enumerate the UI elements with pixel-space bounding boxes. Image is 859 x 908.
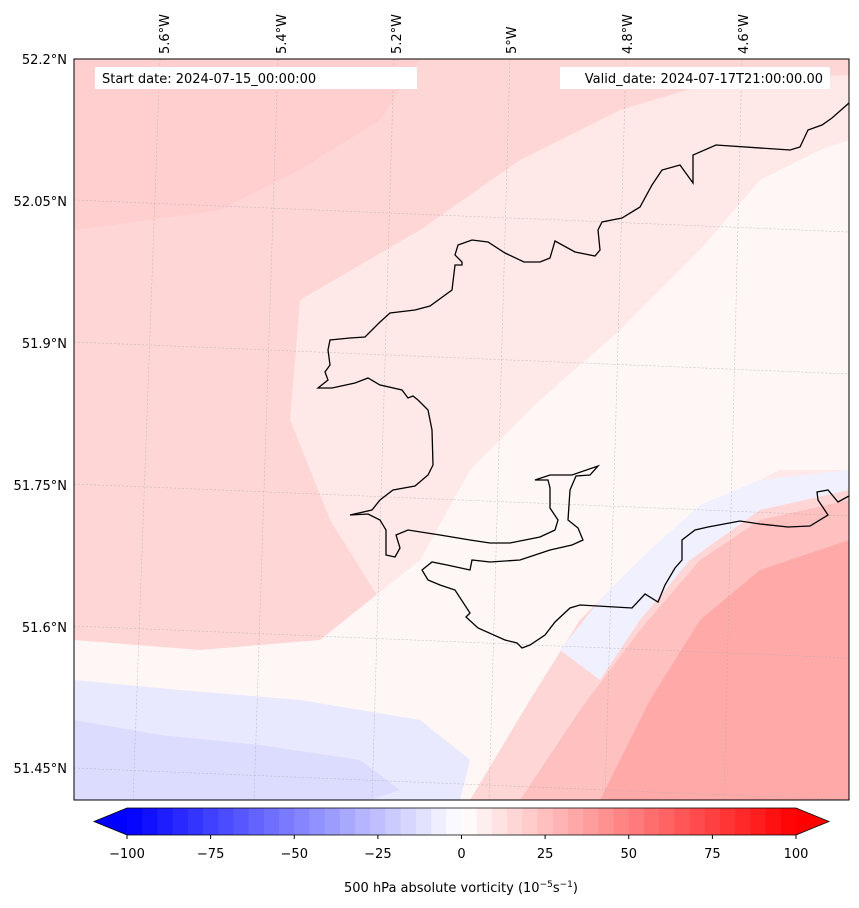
colorbar-segment [689,808,706,835]
lon-label-5-4w: 5.4°W [275,14,290,54]
colorbar-segment [203,808,219,835]
colorbar-segment [674,808,691,835]
start-date-label: Start date: 2024-07-15_00:00:00 [102,72,316,87]
valid-date-box [560,67,830,89]
colorbar-segment [598,808,615,835]
colorbar-segment [613,808,630,835]
colorbar-segment [476,808,493,835]
colorbar-segment [461,808,478,835]
colorbar-segment [628,808,645,835]
colorbar-segment [172,808,189,835]
colorbar-tick-label: −50 [281,847,308,862]
colorbar-ticks: −100 −75 −50 −25 0 25 50 75 100 [109,835,808,862]
colorbar-tick-label: 75 [704,847,721,862]
colorbar-segment [704,808,721,835]
colorbar-segment [309,808,326,835]
colorbar-segment [491,808,508,835]
colorbar-segment [339,808,356,835]
colorbar-segment [385,808,402,835]
colorbar-segment [583,808,599,835]
colorbar-label: 500 hPa absolute vorticity (10−5s−1) [344,880,578,896]
colorbar-segment [415,808,432,835]
colorbar-segment [750,808,767,835]
field-central-white-band [74,140,849,800]
colorbar-segment [537,808,554,835]
coastline [316,102,849,649]
colorbar-segment [157,808,174,835]
lat-label-51-75n: 51.75°N [14,479,67,494]
colorbar-segment [567,808,584,835]
valid-date-label: Valid_date: 2024-07-17T21:00:00.00 [585,72,823,87]
colorbar-segment [294,808,311,835]
lat-label-52-2n: 52.2°N [22,53,67,68]
field-southwest-blue-core [74,720,400,800]
lat-label-51-45n: 51.45°N [14,762,67,777]
colorbar-segment [552,808,569,835]
colorbar-segment [400,808,417,835]
lon-label-5-2w: 5.2°W [390,14,405,54]
colorbar-segment [127,808,143,835]
colorbar-segment [218,808,235,835]
colorbar-segment [324,808,341,835]
lon-label-4-8w: 4.8°W [621,14,636,54]
lon-label-5-6w: 5.6°W [158,14,173,54]
colorbar-segment [248,808,265,835]
colorbar-tick-label: 25 [537,847,554,862]
map-frame [73,58,850,801]
colorbar-segment [719,808,736,835]
colorbar-segment [765,808,782,835]
colorbar-segment [263,808,280,835]
vorticity-field [74,59,849,800]
colorbar-segment [233,808,250,835]
longitude-labels: 5.6°W 5.4°W 5.2°W 5°W 4.8°W 4.6°W [158,14,752,54]
field-upper-darker [74,59,420,230]
colorbar-segment [279,808,295,835]
start-date-box [95,67,417,89]
latitude-labels: 52.2°N 52.05°N 51.9°N 51.75°N 51.6°N 51.… [14,53,67,777]
colorbar-tick-label: 50 [620,847,637,862]
colorbar-segment [643,808,660,835]
colorbar-tick-label: −75 [197,847,224,862]
colorbar-segment [431,808,447,835]
lat-label-52-05n: 52.05°N [14,195,67,210]
colorbar-tick-label: −100 [109,847,145,862]
colorbar-segment [370,808,387,835]
field-channel-blue [560,470,849,680]
colorbar-segment [780,808,797,835]
colorbar-tick-label: 0 [457,847,465,862]
colorbar-segment [735,808,751,835]
colorbar-tick-label: 100 [784,847,809,862]
field-southeast-red-core [600,540,849,800]
lat-label-51-6n: 51.6°N [22,621,67,636]
colorbar-extend-high [796,808,829,835]
field-ne-land-pink [290,75,849,650]
colorbar [92,807,831,836]
lat-label-51-9n: 51.9°N [22,337,67,352]
colorbar-extend-low [94,808,127,835]
colorbar-tick-label: −25 [364,847,391,862]
colorbar-segment [522,808,539,835]
colorbar-segment [446,808,463,835]
colorbar-segment [187,808,204,835]
colorbar-segment [507,808,523,835]
graticule [74,59,849,800]
lon-label-5w: 5°W [505,26,520,54]
colorbar-segment [355,808,371,835]
colorbar-segment [659,808,675,835]
colorbar-segment [142,808,158,835]
lon-label-4-6w: 4.6°W [737,14,752,54]
